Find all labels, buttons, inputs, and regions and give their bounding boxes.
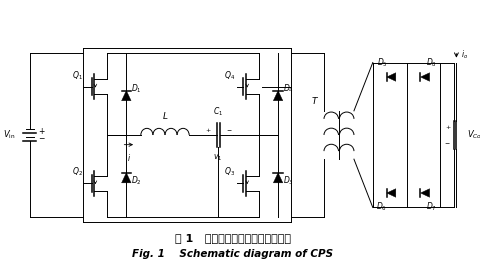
Text: $D_8$: $D_8$ — [425, 57, 436, 69]
Text: 图 1   电容器充电源电主电路结构图: 图 1 电容器充电源电主电路结构图 — [174, 234, 290, 244]
Polygon shape — [273, 173, 282, 183]
Text: $T$: $T$ — [310, 95, 318, 106]
Text: +: + — [205, 128, 210, 133]
Text: −: − — [226, 128, 231, 133]
Text: $Q_2$: $Q_2$ — [72, 166, 83, 178]
Polygon shape — [121, 90, 131, 101]
Text: $D_4$: $D_4$ — [282, 83, 293, 95]
Text: $i_o$: $i_o$ — [460, 49, 468, 61]
Text: $i$: $i$ — [127, 152, 131, 163]
Polygon shape — [386, 189, 395, 197]
Text: $D_1$: $D_1$ — [131, 83, 142, 95]
Polygon shape — [273, 90, 282, 101]
Text: +: + — [444, 125, 449, 130]
Text: $Q_4$: $Q_4$ — [223, 69, 234, 82]
Polygon shape — [420, 189, 429, 197]
Text: $V_{\mathrm{in}}$: $V_{\mathrm{in}}$ — [3, 129, 15, 141]
Text: $v_1$: $v_1$ — [213, 152, 222, 163]
Text: $C_1$: $C_1$ — [213, 105, 223, 118]
Text: $D_5$: $D_5$ — [376, 57, 386, 69]
Text: $D_7$: $D_7$ — [425, 201, 436, 213]
Text: $Q_1$: $Q_1$ — [72, 69, 83, 82]
Text: +: + — [38, 127, 45, 136]
Text: Fig. 1    Schematic diagram of CPS: Fig. 1 Schematic diagram of CPS — [132, 249, 333, 259]
Text: $D_2$: $D_2$ — [131, 175, 142, 187]
Text: $V_{Co}$: $V_{Co}$ — [466, 129, 480, 141]
Polygon shape — [386, 73, 395, 81]
Text: −: − — [38, 134, 45, 143]
Text: $Q_3$: $Q_3$ — [223, 166, 234, 178]
Text: $L$: $L$ — [161, 110, 168, 120]
Text: −: − — [444, 140, 449, 145]
Text: $D_3$: $D_3$ — [282, 175, 293, 187]
Polygon shape — [121, 173, 131, 183]
Polygon shape — [420, 73, 429, 81]
Text: $D_6$: $D_6$ — [376, 201, 387, 213]
